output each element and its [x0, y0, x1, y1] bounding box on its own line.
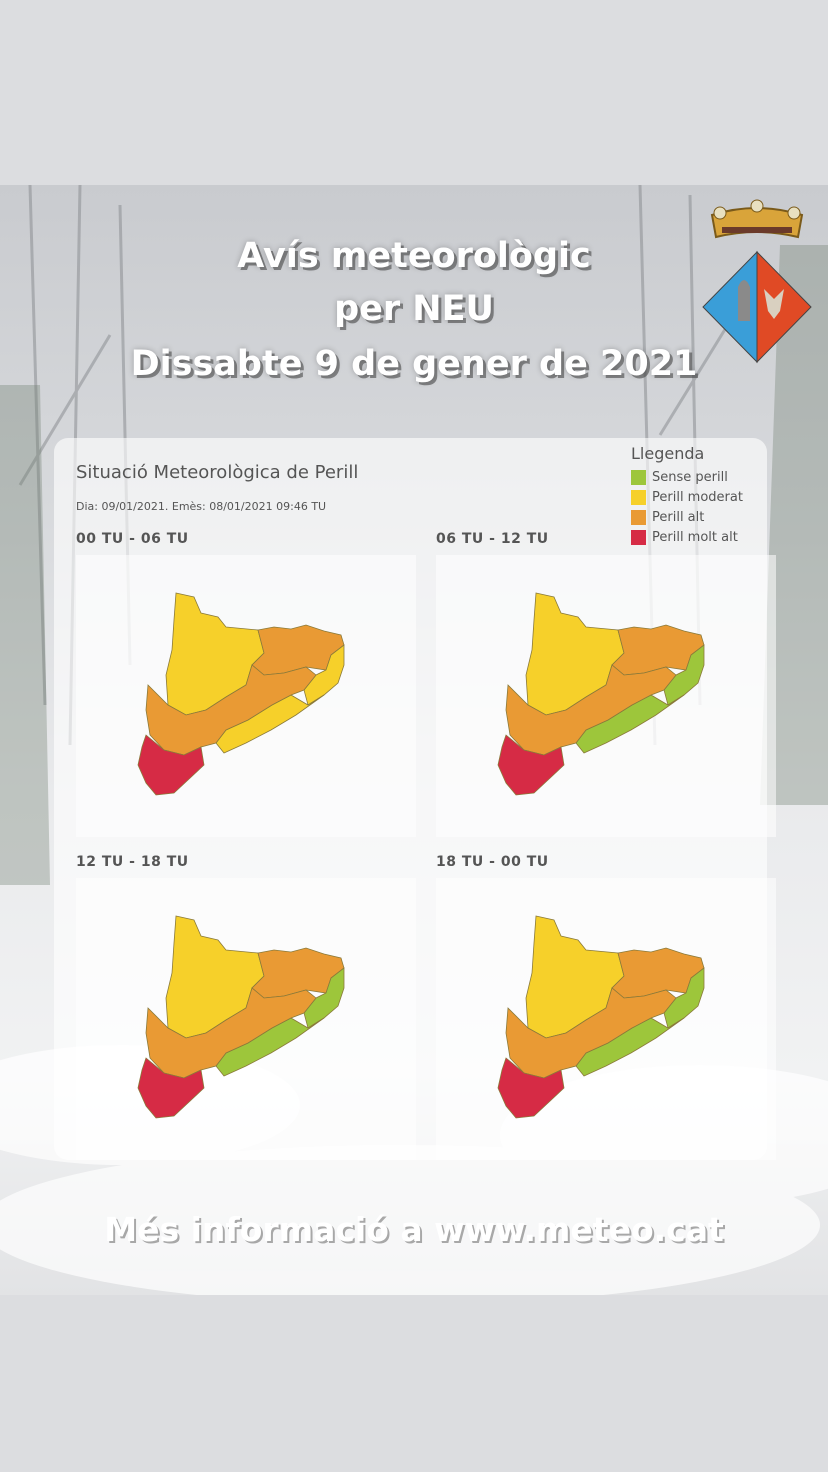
period-label-12-18: 12 TU - 18 TU: [76, 854, 189, 870]
card-title: Situació Meteorològica de Perill: [76, 462, 359, 483]
title-line-2: per NEU: [334, 289, 494, 329]
legend-label: Perill moderat: [652, 489, 743, 505]
footer-more-info: Més informació a www.meteo.cat: [104, 1210, 724, 1249]
municipal-coat-of-arms: [702, 199, 812, 364]
title-line-3: Dissabte 9 de gener de 2021: [130, 344, 698, 384]
map-panel-06-12: [436, 555, 776, 837]
catalonia-map: [497, 915, 705, 1119]
catalonia-map: [137, 592, 345, 796]
legend: Llegenda Sense perill Perill moderat Per…: [631, 444, 771, 547]
legend-swatch: [631, 469, 646, 485]
period-label-00-06: 00 TU - 06 TU: [76, 531, 189, 547]
legend-title: Llegenda: [631, 444, 705, 463]
title-line-1: Avís meteorològic: [237, 236, 591, 276]
legend-item-none: Sense perill: [631, 467, 771, 487]
region-south: [497, 734, 565, 796]
region-south: [137, 1057, 205, 1119]
legend-label: Sense perill: [652, 469, 728, 485]
legend-item-very-high: Perill molt alt: [631, 527, 771, 547]
map-panel-00-06: [76, 555, 416, 837]
catalonia-map: [497, 592, 705, 796]
warning-map-card: Situació Meteorològica de Perill Dia: 09…: [54, 438, 776, 1160]
catalonia-map: [137, 915, 345, 1119]
period-label-18-00: 18 TU - 00 TU: [436, 854, 549, 870]
legend-item-moderate: Perill moderat: [631, 487, 771, 507]
legend-item-high: Perill alt: [631, 507, 771, 527]
period-label-06-12: 06 TU - 12 TU: [436, 531, 549, 547]
legend-label: Perill molt alt: [652, 529, 738, 545]
legend-swatch: [631, 529, 646, 545]
card-issue-date: Dia: 09/01/2021. Emès: 08/01/2021 09:46 …: [76, 500, 327, 513]
map-panel-12-18: [76, 878, 416, 1160]
map-panel-18-00: [436, 878, 776, 1160]
legend-swatch: [631, 489, 646, 505]
region-south: [497, 1057, 565, 1119]
region-south: [137, 734, 205, 796]
legend-swatch: [631, 509, 646, 525]
snow-forest-poster: Avís meteorològic per NEU Dissabte 9 de …: [0, 185, 828, 1295]
legend-label: Perill alt: [652, 509, 705, 525]
